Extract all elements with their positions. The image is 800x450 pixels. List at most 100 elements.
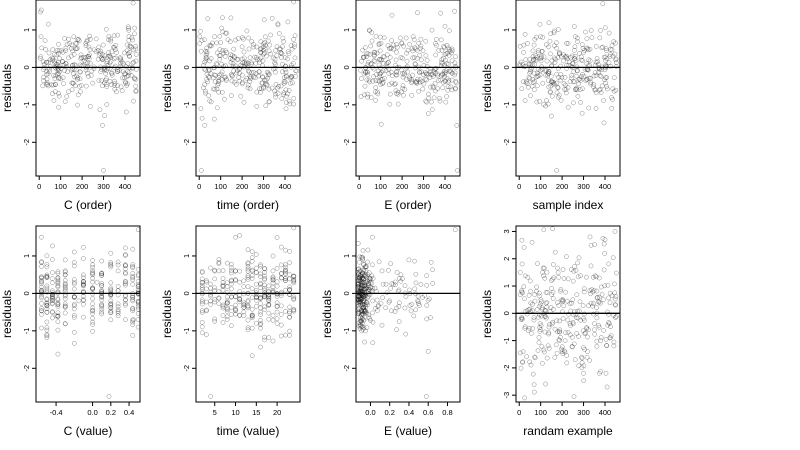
data-point (237, 296, 243, 302)
data-point (425, 297, 431, 303)
data-point (361, 54, 367, 60)
data-point (123, 79, 128, 85)
data-point (559, 344, 565, 350)
data-point (103, 71, 108, 76)
data-point (44, 275, 50, 280)
data-point (607, 335, 613, 341)
data-point (377, 34, 383, 40)
data-point (50, 47, 56, 52)
data-point (199, 310, 205, 315)
x-tick-label: 400 (439, 182, 452, 191)
data-point (39, 301, 44, 306)
data-point (123, 109, 129, 115)
x-tick-label: 0.2 (106, 408, 116, 417)
plot-frame (515, 0, 621, 177)
data-point (601, 241, 607, 247)
data-point (356, 283, 361, 289)
data-point (108, 36, 113, 42)
data-point (264, 82, 270, 88)
data-point (357, 254, 363, 260)
data-point (130, 281, 136, 287)
data-point (289, 46, 295, 52)
data-point (71, 277, 77, 282)
data-point (237, 268, 243, 274)
data-point (50, 82, 56, 88)
data-point (564, 40, 569, 46)
data-point (278, 50, 284, 55)
data-point (561, 276, 567, 281)
data-point (604, 56, 610, 62)
data-point (130, 264, 136, 269)
data-point (356, 290, 361, 295)
data-point (44, 261, 50, 267)
data-point (81, 278, 86, 284)
data-point (563, 87, 569, 92)
data-point (44, 283, 50, 289)
data-point (537, 301, 543, 307)
data-point (543, 381, 548, 387)
data-point (135, 272, 140, 277)
data-point (400, 276, 405, 282)
data-point (108, 301, 114, 306)
data-point (528, 61, 534, 67)
data-point (96, 52, 102, 58)
data-point (62, 284, 68, 289)
x-tick-label: 20 (273, 408, 281, 417)
data-point (247, 69, 252, 75)
data-point (210, 75, 216, 81)
data-point (579, 74, 584, 79)
data-point (537, 325, 543, 330)
data-point (115, 304, 121, 309)
data-point (359, 316, 365, 322)
data-point (269, 15, 275, 21)
data-point (90, 322, 95, 327)
data-point (555, 265, 560, 271)
data-point (283, 262, 288, 268)
data-point (552, 249, 558, 255)
y-tick-label: 0 (502, 65, 511, 69)
data-point (124, 42, 130, 48)
data-point (241, 313, 247, 319)
data-point (44, 297, 50, 303)
data-point (241, 49, 247, 55)
data-point (549, 58, 555, 64)
data-point (209, 40, 215, 46)
data-point (50, 243, 55, 249)
data-point (571, 394, 577, 399)
data-point (409, 78, 415, 84)
data-point (283, 287, 288, 293)
data-point (99, 281, 105, 286)
data-point (59, 59, 65, 64)
data-point (212, 86, 218, 92)
x-tick-label: 100 (54, 182, 67, 191)
data-point (410, 72, 416, 78)
data-point (592, 242, 598, 247)
data-point (521, 50, 526, 55)
data-point (273, 48, 278, 54)
data-point (235, 36, 241, 41)
data-point (208, 281, 213, 287)
data-point (562, 338, 568, 344)
data-point (376, 42, 382, 47)
data-point (424, 71, 429, 77)
data-point (367, 287, 373, 293)
data-point (83, 83, 89, 89)
data-point (39, 279, 44, 284)
data-point (75, 37, 81, 43)
data-point (100, 57, 105, 62)
data-point (37, 55, 43, 61)
data-point (533, 57, 539, 63)
data-point (591, 311, 596, 317)
data-point (254, 55, 259, 60)
data-point (607, 52, 613, 57)
data-point (359, 308, 364, 313)
data-point (244, 59, 249, 65)
data-point (601, 54, 607, 60)
data-point (407, 41, 412, 47)
data-point (90, 285, 95, 291)
data-point (360, 279, 366, 285)
data-point (71, 303, 77, 309)
data-point (388, 261, 394, 267)
data-point (287, 276, 292, 282)
data-point (39, 295, 44, 301)
